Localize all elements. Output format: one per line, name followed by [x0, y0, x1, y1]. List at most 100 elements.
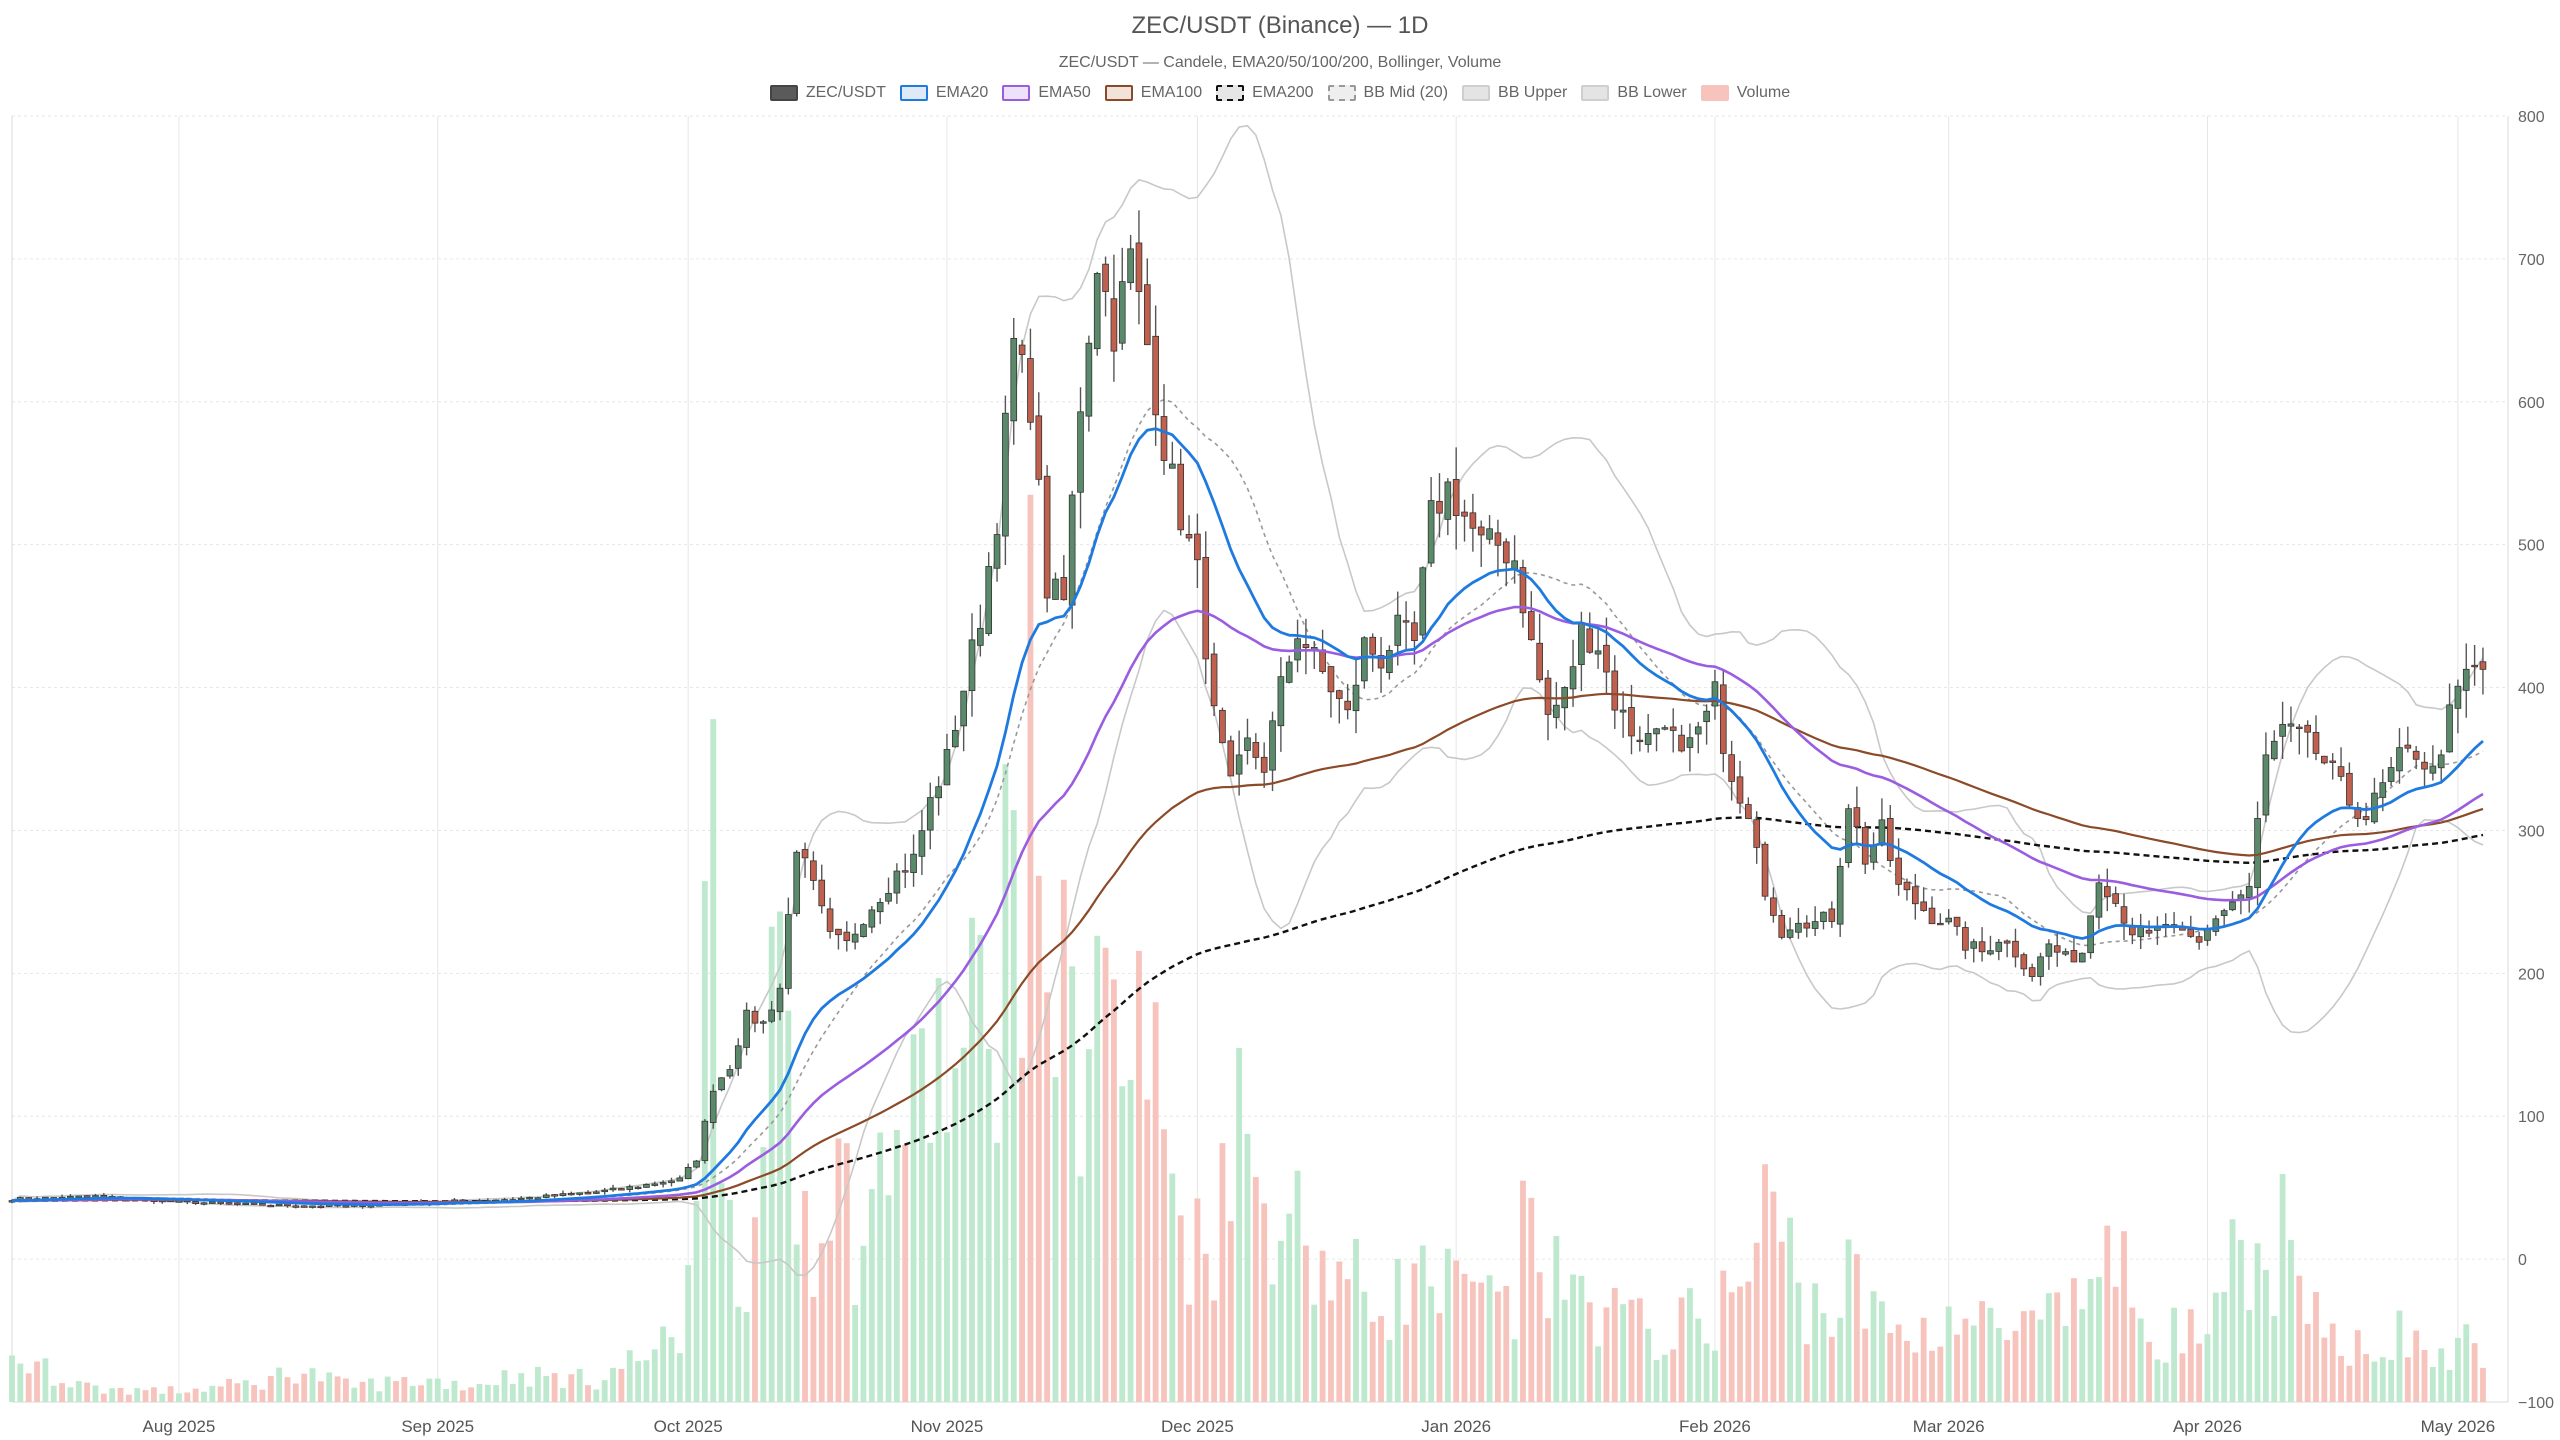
candle [1427, 477, 1435, 567]
volume-bar [1319, 1250, 1326, 1402]
candle-body [1411, 622, 1418, 642]
volume-bar [860, 1245, 867, 1402]
legend-item-zec[interactable]: ZEC/USDT [769, 84, 886, 102]
candle-body [2421, 761, 2428, 770]
volume-bar [1411, 1263, 1418, 1402]
legend-item-ema100[interactable]: EMA100 [1104, 84, 1202, 102]
candle [618, 1187, 625, 1191]
volume-bar [2212, 1292, 2219, 1402]
volume-bar [501, 1370, 508, 1402]
volume-bar [1102, 947, 1109, 1402]
volume-bar [1386, 1339, 1393, 1402]
x-tick-label: Mar 2026 [1913, 1417, 1985, 1436]
candle [951, 715, 959, 748]
candle-body [1436, 500, 1443, 514]
volume-bar [234, 1383, 241, 1402]
candle-body [309, 1205, 316, 1208]
candle [1085, 335, 1093, 432]
volume-bar [2129, 1307, 2136, 1402]
volume-bar [1136, 950, 1142, 1402]
candle [1945, 909, 1953, 925]
legend-item-volume[interactable]: Volume [1700, 84, 1790, 102]
volume-bar [59, 1383, 66, 1402]
volume-bar [1929, 1350, 1935, 1402]
volume-bar [509, 1383, 516, 1402]
candle [542, 1193, 550, 1199]
candle-body [626, 1186, 634, 1190]
candle [1369, 633, 1377, 672]
legend-swatch-volume [1700, 85, 1729, 101]
volume-bar [251, 1385, 258, 1402]
candle [2053, 932, 2061, 967]
candle [2095, 874, 2103, 930]
candle [751, 1006, 759, 1033]
candle [835, 928, 842, 950]
candle-body [776, 987, 784, 1013]
volume-bar [1369, 1321, 1376, 1402]
legend-item-ema50[interactable]: EMA50 [1002, 84, 1091, 102]
candle [1219, 707, 1226, 744]
volume-bar [1503, 1285, 1510, 1402]
volume-bar [201, 1391, 207, 1402]
volume-bar [259, 1389, 266, 1402]
candle-body [2304, 724, 2311, 733]
volume-bar [843, 1143, 850, 1402]
legend-item-ema20[interactable]: EMA20 [899, 84, 988, 102]
volume-bar [2096, 1277, 2102, 1402]
candle [2471, 644, 2478, 686]
candle-body [267, 1204, 275, 1208]
volume-bar [1269, 1284, 1276, 1402]
volume-bar [1536, 1272, 1543, 1402]
ema100-line [11, 692, 2484, 1203]
candle-body [1553, 704, 1560, 718]
candle [1778, 909, 1786, 940]
candle-body [2103, 886, 2111, 898]
volume-bar [9, 1355, 15, 1402]
candle-body [1911, 886, 1919, 905]
candle-body [818, 879, 826, 907]
volume-bar [1628, 1299, 1635, 1402]
candle-body [1002, 412, 1009, 537]
candle [1694, 721, 1702, 754]
candle-body [1152, 335, 1159, 416]
volume-bar [1620, 1304, 1627, 1402]
candle [1536, 613, 1543, 683]
volume-bar [1895, 1324, 1902, 1402]
candle [1285, 655, 1293, 684]
legend-item-bblower[interactable]: BB Lower [1581, 84, 1687, 102]
volume-bar [376, 1391, 383, 1402]
candle [1252, 733, 1260, 770]
x-tick-label: Sep 2025 [401, 1417, 474, 1436]
candle-body [1386, 650, 1393, 673]
candle [609, 1184, 617, 1192]
candle [935, 776, 942, 816]
volume-bar [351, 1387, 358, 1402]
y-tick-label: 0 [2518, 1252, 2527, 1269]
volume-bar [2045, 1293, 2052, 1402]
candle-body [993, 534, 1001, 569]
candle [1527, 591, 1535, 641]
candle [1861, 821, 1869, 874]
candle [1719, 670, 1727, 773]
candle-body [2379, 782, 2387, 798]
legend-item-ema200[interactable]: EMA200 [1216, 84, 1314, 102]
candle [2003, 939, 2011, 958]
candle-body [1578, 622, 1585, 666]
candle [1210, 642, 1218, 717]
candle-body [1427, 500, 1435, 564]
volume-bar [2254, 1243, 2261, 1402]
legend-swatch-bbupper [1462, 85, 1491, 101]
volume-bar [910, 1034, 917, 1402]
candle [2070, 936, 2078, 963]
candle-body [801, 849, 809, 859]
candle-body [960, 690, 967, 727]
volume-bar [827, 1240, 834, 1402]
candle-body [1369, 636, 1377, 655]
ema50-line [11, 605, 2484, 1205]
candle [1386, 645, 1393, 680]
volume-bar [1845, 1239, 1852, 1402]
volume-bar [1211, 1300, 1218, 1402]
legend-item-bbupper[interactable]: BB Upper [1462, 84, 1567, 102]
candle-body [1945, 917, 1953, 923]
legend-item-bbmid[interactable]: BB Mid (20) [1327, 84, 1448, 102]
